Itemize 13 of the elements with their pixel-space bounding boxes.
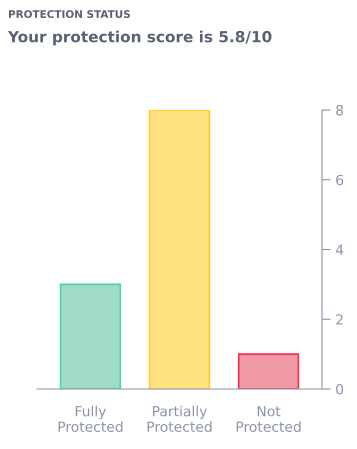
- y-tick-label: 6: [336, 174, 344, 186]
- chart-subtitle: Your protection score is 5.8/10: [8, 30, 272, 46]
- bar: [148, 110, 210, 389]
- y-tick-label: 0: [336, 384, 344, 394]
- bar: [60, 284, 122, 389]
- x-tick-label: Not Protected: [236, 406, 301, 432]
- y-tick-label: 2: [336, 314, 343, 325]
- bar: [238, 353, 300, 389]
- y-tick-label: 4: [336, 244, 344, 255]
- chart-title: PROTECTION STATUS: [8, 10, 130, 18]
- x-tick-label: Partially Protected: [148, 406, 212, 432]
- x-tick-label: Fully Protected: [58, 406, 122, 432]
- y-tick-label: 8: [336, 104, 344, 116]
